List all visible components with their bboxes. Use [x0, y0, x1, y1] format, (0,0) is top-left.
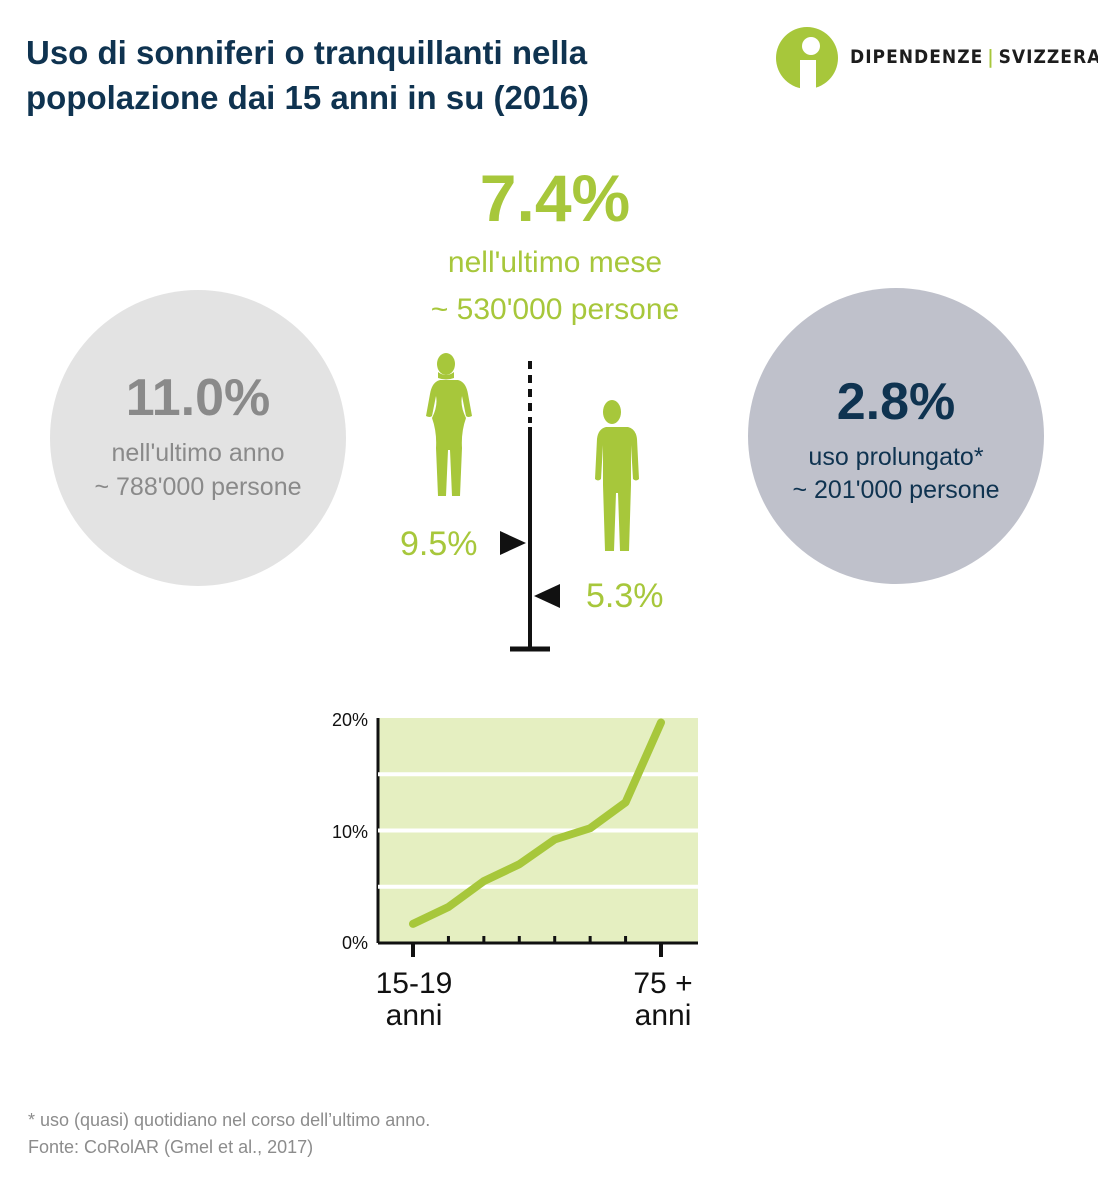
year-people: ~ 788'000 persone: [94, 473, 302, 501]
source-note: Fonte: CoRolAR (Gmel et al., 2017): [28, 1137, 314, 1157]
logo-text: DIPENDENZE | SVIZZERA: [850, 46, 1098, 68]
logo-separator: |: [987, 46, 995, 68]
gender-scale: [500, 361, 560, 652]
men-percentage: 5.3%: [586, 577, 664, 615]
prolonged-people: ~ 201'000 persone: [792, 476, 1000, 504]
x-label-first-range: 15-19: [375, 967, 453, 1000]
man-silhouette-icon: [595, 400, 639, 551]
data-series-line: [409, 718, 665, 928]
footnote: * uso (quasi) quotidiano nel corso dell’…: [28, 1110, 431, 1130]
prolonged-label: uso prolungato*: [808, 443, 984, 471]
age-line-chart: [376, 718, 698, 957]
y-tick-label-0: 0%: [341, 933, 368, 953]
x-label-first: 15-19 anni: [354, 968, 474, 1032]
y-tick-label-20: 20%: [331, 710, 368, 730]
woman-silhouette-icon: [426, 353, 472, 496]
x-label-last: 75 + anni: [603, 968, 723, 1032]
year-percentage: 11.0%: [125, 369, 271, 427]
x-label-first-unit: anni: [385, 999, 443, 1032]
year-circle: 11.0% nell'ultimo anno ~ 788'000 persone: [50, 290, 346, 586]
y-tick-label-10: 10%: [331, 822, 368, 842]
page-title: Uso di sonniferi o tranquillanti nella p…: [26, 34, 589, 116]
logo-text-right: SVIZZERA: [998, 46, 1098, 68]
women-percentage: 9.5%: [400, 525, 478, 563]
month-people: ~ 530'000 persone: [430, 293, 680, 326]
month-percentage: 7.4%: [479, 161, 631, 235]
dipendenze-logo-icon: [776, 27, 838, 90]
x-label-last-range: 75 +: [633, 967, 693, 1000]
month-label: nell'ultimo mese: [447, 246, 663, 279]
prolonged-circle: 2.8% uso prolungato* ~ 201'000 persone: [748, 288, 1044, 584]
prolonged-percentage: 2.8%: [836, 373, 956, 431]
year-label: nell'ultimo anno: [111, 439, 285, 467]
logo-text-left: DIPENDENZE: [850, 46, 984, 68]
x-label-last-unit: anni: [634, 999, 692, 1032]
